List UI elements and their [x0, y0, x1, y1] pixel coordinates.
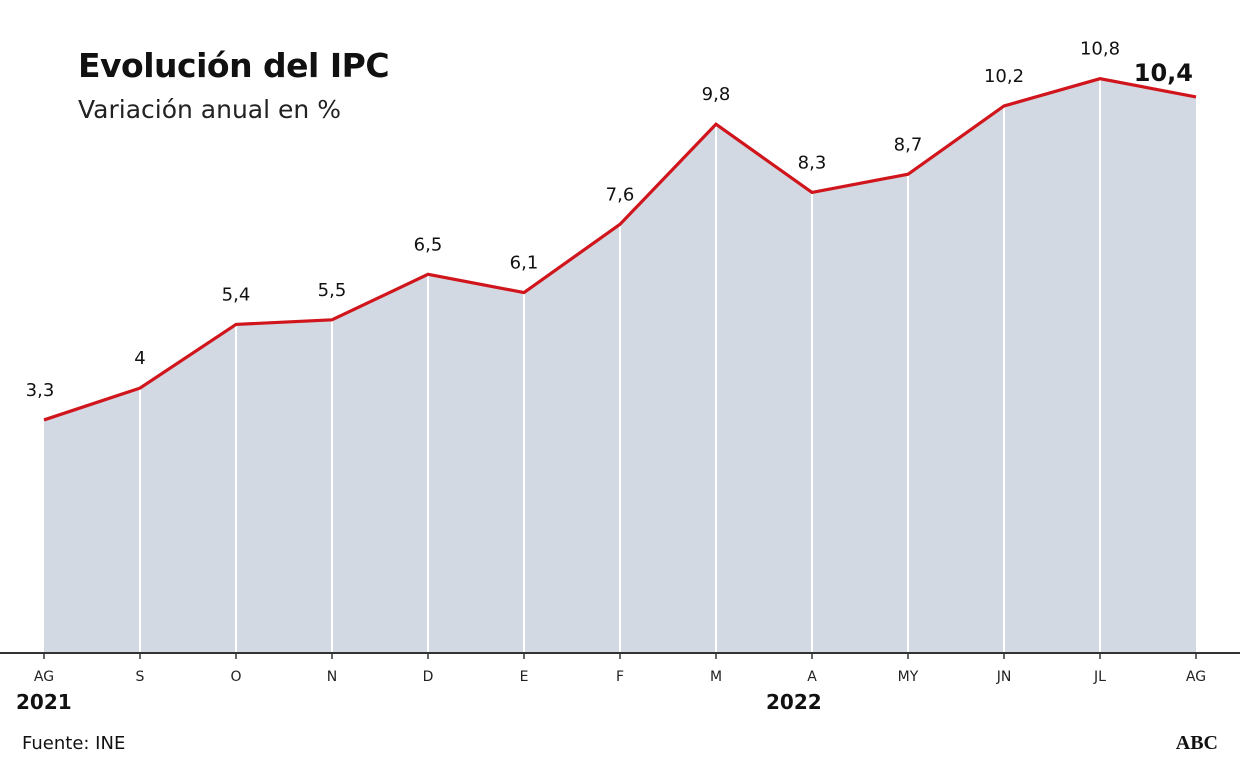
- x-tick-label: JL: [1093, 669, 1106, 685]
- x-tick-label: A: [807, 669, 817, 685]
- x-tick-label: JN: [996, 669, 1012, 685]
- x-tick-label: AG: [1186, 669, 1206, 685]
- value-label: 8,3: [798, 152, 827, 173]
- value-label: 8,7: [894, 134, 923, 155]
- x-tick-label: F: [616, 669, 624, 685]
- series-line: [43, 77, 1197, 422]
- value-label: 10,2: [984, 66, 1024, 87]
- brand-logo: ABC: [1175, 732, 1218, 754]
- value-label-highlight: 10,4: [1134, 59, 1193, 87]
- year-label: 2021: [16, 690, 72, 714]
- value-label: 4: [134, 348, 145, 369]
- value-label: 5,4: [222, 284, 251, 305]
- value-label: 3,3: [26, 380, 55, 401]
- value-label: 7,6: [606, 184, 635, 205]
- chart-subtitle: Variación anual en %: [78, 95, 341, 124]
- year-label: 2022: [766, 690, 822, 714]
- x-tick-label: O: [230, 669, 241, 685]
- x-tick-label: S: [136, 669, 145, 685]
- x-tick-label: AG: [34, 669, 54, 685]
- x-tick-label: D: [423, 669, 434, 685]
- value-label: 6,5: [414, 234, 443, 255]
- value-label: 10,8: [1080, 39, 1120, 60]
- x-tick-label: MY: [898, 669, 919, 685]
- value-label: 6,1: [510, 253, 539, 274]
- value-label: 9,8: [702, 84, 731, 105]
- vertical-lines: [139, 78, 1101, 652]
- x-tick-label: E: [520, 669, 529, 685]
- value-label: 5,5: [318, 280, 347, 301]
- line-layer: [43, 77, 1197, 422]
- x-tick-label: N: [327, 669, 337, 685]
- source-note: Fuente: INE: [22, 733, 126, 754]
- chart-title: Evolución del IPC: [78, 46, 390, 85]
- x-tick-label: M: [710, 669, 722, 685]
- value-labels: 3,3 4 5,4 5,5 6,5 6,1 7,6 9,8 8,3 8,7 10,2 10,8 10,4: [26, 39, 1193, 401]
- x-axis: AG S O N D E F M A MY JN JL AG 2021 2022: [0, 652, 1240, 714]
